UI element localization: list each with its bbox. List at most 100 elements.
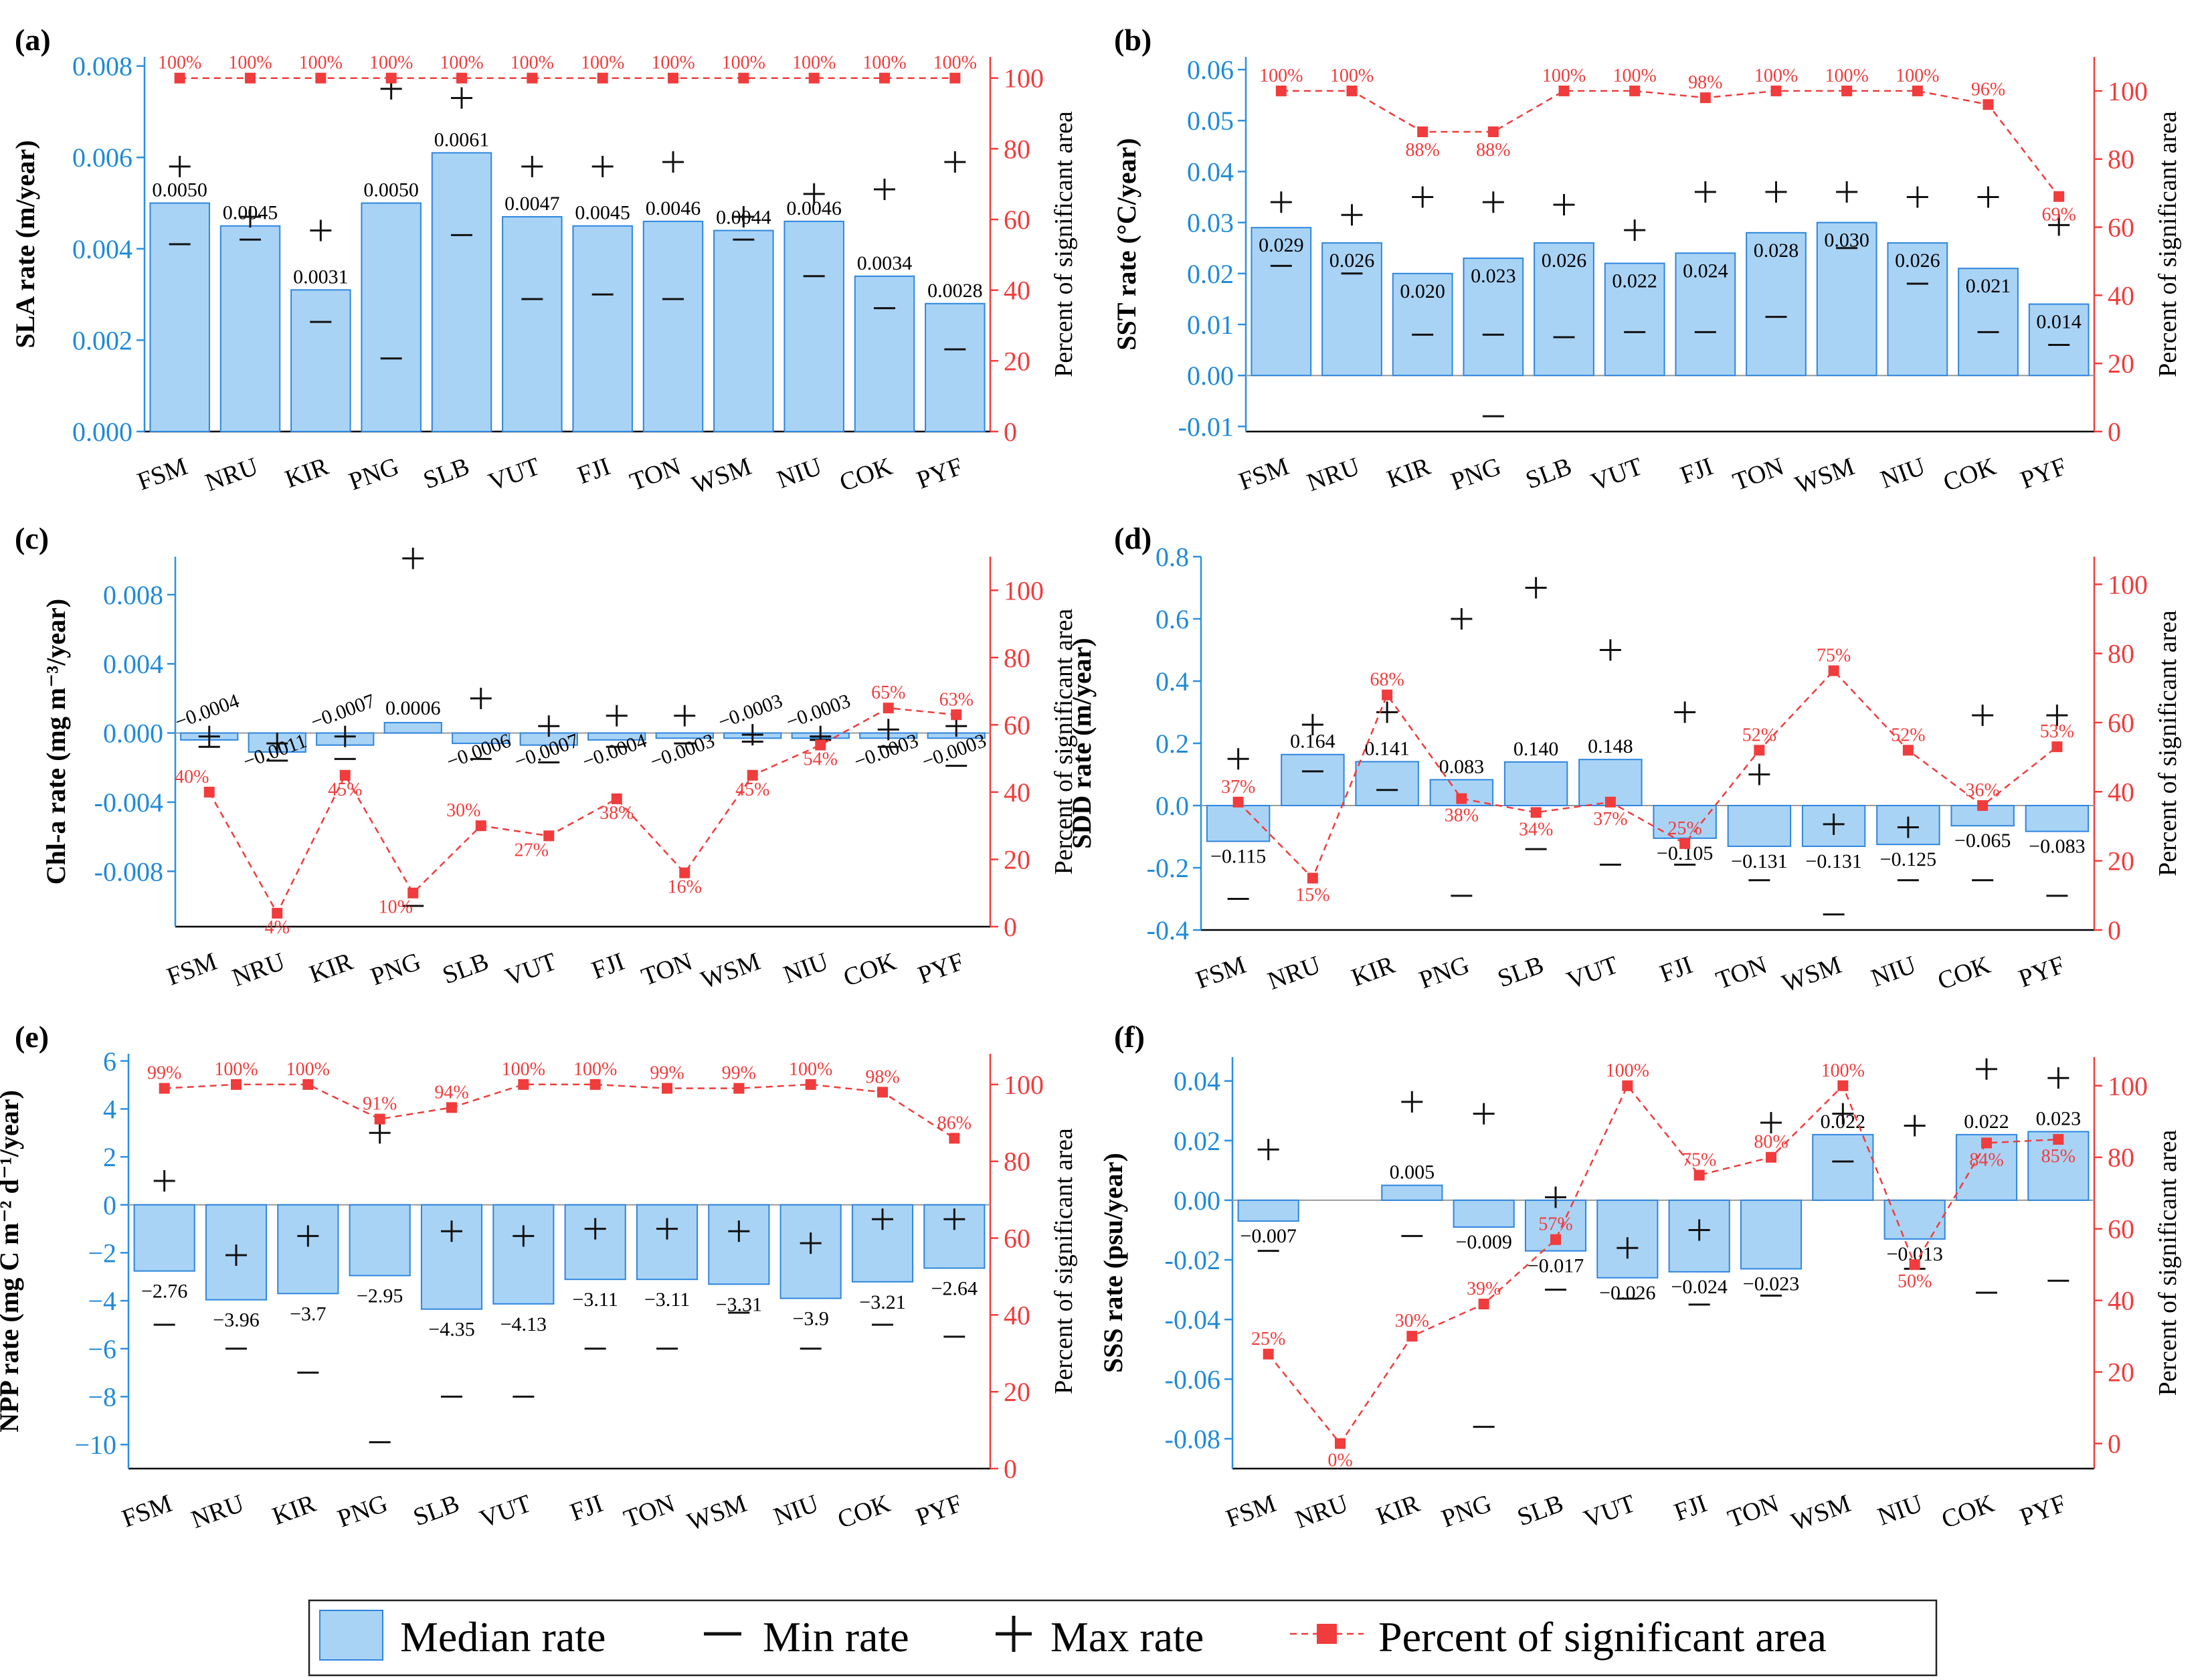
- percent-label: 100%: [573, 1059, 617, 1080]
- value-label: 0.026: [1542, 250, 1587, 272]
- category-label: NRU: [201, 452, 262, 497]
- percent-label: 84%: [1969, 1149, 2003, 1170]
- percent-marker: [1912, 85, 1923, 96]
- max-mark: [297, 1225, 319, 1247]
- percent-label: 100%: [1821, 1060, 1865, 1081]
- percent-label: 100%: [214, 1059, 258, 1080]
- max-mark: [1897, 816, 1919, 838]
- y2-tick-label: 20: [1004, 346, 1030, 376]
- max-mark: [728, 1220, 750, 1242]
- max-mark: [521, 155, 543, 177]
- y2-tick-label: 40: [2108, 1286, 2134, 1316]
- panel-e: (e)−10−8−6−4−20246020406080100−2.76−3.96…: [0, 1020, 1078, 1537]
- category-label: PYF: [914, 947, 968, 990]
- category-label: TON: [638, 947, 696, 992]
- percent-label: 100%: [862, 53, 906, 74]
- max-mark: [656, 1218, 678, 1240]
- value-label: −3.7: [290, 1303, 326, 1325]
- bar-TON: [1740, 1199, 1803, 1270]
- category-label: KIR: [1383, 452, 1434, 494]
- percent-label: 16%: [668, 877, 702, 898]
- bar-VUT: [1604, 262, 1665, 377]
- value-label: 0.0031: [293, 266, 349, 288]
- bar-PNG: [349, 1204, 411, 1277]
- category-label: FSM: [1235, 452, 1293, 496]
- percent-line: [208, 707, 957, 915]
- legend-percent-marker: [1317, 1624, 1337, 1644]
- max-mark: [451, 87, 472, 109]
- category-label: VUT: [485, 452, 544, 496]
- y2-tick-label: 40: [2108, 777, 2134, 807]
- category-label: KIR: [282, 452, 333, 494]
- value-label: −0.009: [1455, 1231, 1511, 1253]
- percent-label: 37%: [1221, 777, 1255, 798]
- value-label: −0.083: [2029, 836, 2085, 858]
- percent-marker: [2053, 1134, 2064, 1145]
- y-tick-label: -0.02: [1165, 1245, 1220, 1275]
- y2-tick-label: 100: [1004, 575, 1044, 605]
- value-label: −3.9: [792, 1308, 828, 1330]
- value-label: 0.083: [1439, 755, 1485, 777]
- y2-tick-label: 60: [2108, 708, 2134, 738]
- max-mark: [334, 725, 356, 747]
- value-label: −3.96: [213, 1309, 259, 1331]
- category-label: TON: [1729, 452, 1787, 496]
- percent-label: 100%: [299, 53, 343, 74]
- value-label: 0.0047: [504, 193, 560, 215]
- percent-marker: [808, 72, 820, 84]
- bar-SLB: [452, 732, 511, 745]
- value-label: −0.131: [1731, 850, 1787, 872]
- y2-axis-title: Percent of significant area: [2154, 111, 2182, 377]
- category-label: NIU: [1874, 1489, 1926, 1531]
- bar-TON: [1746, 231, 1807, 377]
- percent-marker: [1558, 85, 1570, 96]
- value-label: 0.023: [2036, 1107, 2082, 1129]
- percent-label: 100%: [722, 53, 765, 74]
- percent-label: 57%: [1538, 1214, 1572, 1235]
- percent-label: 69%: [2042, 205, 2076, 225]
- percent-marker: [1828, 665, 1839, 676]
- category-label: SLB: [439, 947, 492, 990]
- max-mark: [1688, 1219, 1710, 1241]
- percent-label: 63%: [939, 689, 974, 710]
- max-mark: [877, 719, 899, 741]
- category-label: PNG: [1416, 951, 1473, 994]
- percent-label: 100%: [1754, 66, 1798, 86]
- panel-label: (d): [1114, 521, 1152, 555]
- bar-FJI: [587, 732, 646, 741]
- max-mark: [1674, 701, 1696, 723]
- value-label: −0.065: [1954, 830, 2011, 852]
- bar-PNG: [383, 722, 442, 734]
- category-label: SLB: [420, 452, 473, 494]
- panel-f: (f) -0.08 -0.06 -0.04 -0.02 0.00 0.02 0.04 0 20 40…: [1098, 1020, 2182, 1537]
- percent-marker: [1983, 99, 1994, 110]
- category-label: FJI: [574, 452, 614, 490]
- y-tick-label: -0.04: [1165, 1305, 1220, 1335]
- percent-label: 100%: [581, 53, 624, 74]
- panel-label: (f): [1114, 1020, 1145, 1054]
- y-tick-label: -0.01: [1178, 411, 1234, 442]
- max-mark: [1553, 193, 1575, 215]
- percent-marker: [1754, 745, 1765, 756]
- percent-label: 100%: [511, 53, 554, 74]
- percent-label: 4%: [265, 917, 290, 938]
- percent-marker: [1693, 1170, 1705, 1181]
- y-tick-label: 0.8: [1156, 542, 1189, 572]
- percent-marker: [159, 1083, 170, 1094]
- y2-tick-label: 40: [1004, 777, 1030, 808]
- percent-label: 94%: [434, 1082, 468, 1103]
- value-label: 0.022: [1612, 270, 1657, 292]
- percent-label: 96%: [1971, 79, 2005, 100]
- y-tick-label: −4: [88, 1286, 116, 1316]
- percent-line: [164, 1083, 955, 1139]
- y-tick-label: 0.004: [72, 234, 132, 264]
- max-mark: [1694, 181, 1716, 203]
- value-label: −0.026: [1599, 1282, 1655, 1304]
- category-label: PYF: [913, 452, 967, 494]
- percent-marker: [1679, 838, 1691, 849]
- category-label: NRU: [1264, 951, 1324, 996]
- category-label: COK: [1938, 1489, 1998, 1534]
- percent-marker: [272, 907, 283, 919]
- panel-label: (b): [1114, 23, 1152, 57]
- value-label: −0.0003: [715, 690, 786, 733]
